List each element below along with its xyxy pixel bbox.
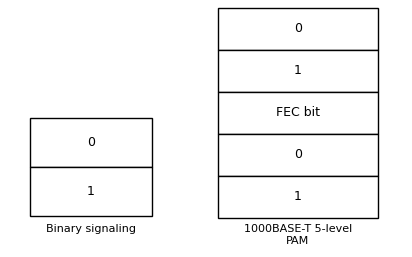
Text: 0: 0 bbox=[294, 23, 302, 35]
Bar bbox=[218, 134, 378, 176]
Bar bbox=[30, 118, 152, 167]
Bar bbox=[218, 50, 378, 92]
Text: 1: 1 bbox=[294, 190, 302, 204]
Bar bbox=[30, 167, 152, 216]
Bar bbox=[218, 8, 378, 50]
Text: 1: 1 bbox=[294, 65, 302, 78]
Text: 1: 1 bbox=[87, 185, 95, 198]
Text: FEC bit: FEC bit bbox=[276, 106, 320, 120]
Bar bbox=[218, 92, 378, 134]
Bar bbox=[218, 176, 378, 218]
Text: Binary signaling: Binary signaling bbox=[46, 224, 136, 234]
Text: 1000BASE-T 5-level
PAM: 1000BASE-T 5-level PAM bbox=[244, 224, 352, 246]
Text: 0: 0 bbox=[87, 136, 95, 149]
Text: 0: 0 bbox=[294, 149, 302, 161]
